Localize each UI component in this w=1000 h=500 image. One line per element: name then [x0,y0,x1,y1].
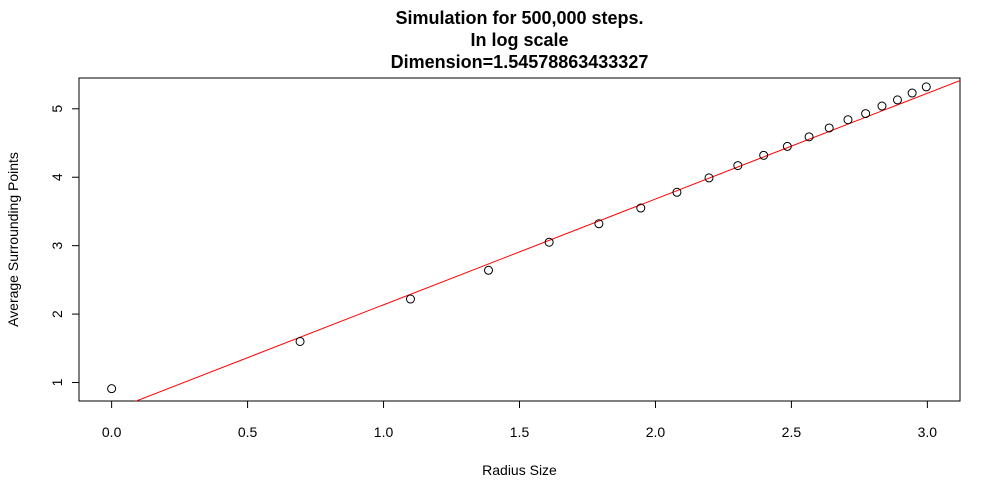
data-point [759,150,769,160]
x-tick-label: 2.0 [646,424,666,440]
title-line-2: In log scale [470,30,568,50]
data-point [782,141,792,151]
data-point [672,187,682,197]
x-tick-label: 0.5 [238,424,258,440]
x-tick-label: 1.0 [374,424,394,440]
data-point [733,161,743,171]
data-point [636,203,646,213]
plot-frame [78,77,961,402]
y-tick-label: 4 [49,173,65,181]
data-point [594,219,604,229]
data-point [295,336,305,346]
x-tick-label: 2.5 [782,424,802,440]
data-point [877,101,887,111]
data-point [804,132,814,142]
data-point [907,88,917,98]
data-point [484,265,494,275]
chart-title: Simulation for 500,000 steps.In log scal… [391,8,649,72]
x-axis: 0.0 0.5 1.0 1.5 2.0 2.5 3.0 [102,400,938,440]
y-tick-label: 3 [49,242,65,250]
title-line-3: Dimension=1.54578863433327 [391,52,649,72]
data-point [861,109,871,119]
data-point [107,384,117,394]
y-axis: 1 2 3 4 5 [49,105,80,386]
title-line-1: Simulation for 500,000 steps. [395,8,643,28]
y-tick-label: 1 [49,378,65,386]
x-tick-label: 1.5 [510,424,530,440]
data-point [405,294,415,304]
x-axis-label: Radius Size [482,462,557,478]
data-point [544,237,554,247]
data-point [843,115,853,125]
data-point [704,173,714,183]
data-point [921,82,931,92]
y-tick-label: 2 [49,310,65,318]
y-axis-label: Average Surrounding Points [5,152,21,327]
y-tick-label: 5 [49,105,65,113]
data-point [824,123,834,133]
x-tick-label: 0.0 [102,424,122,440]
x-tick-label: 3.0 [918,424,938,440]
data-points [107,82,931,394]
data-point [892,95,902,105]
